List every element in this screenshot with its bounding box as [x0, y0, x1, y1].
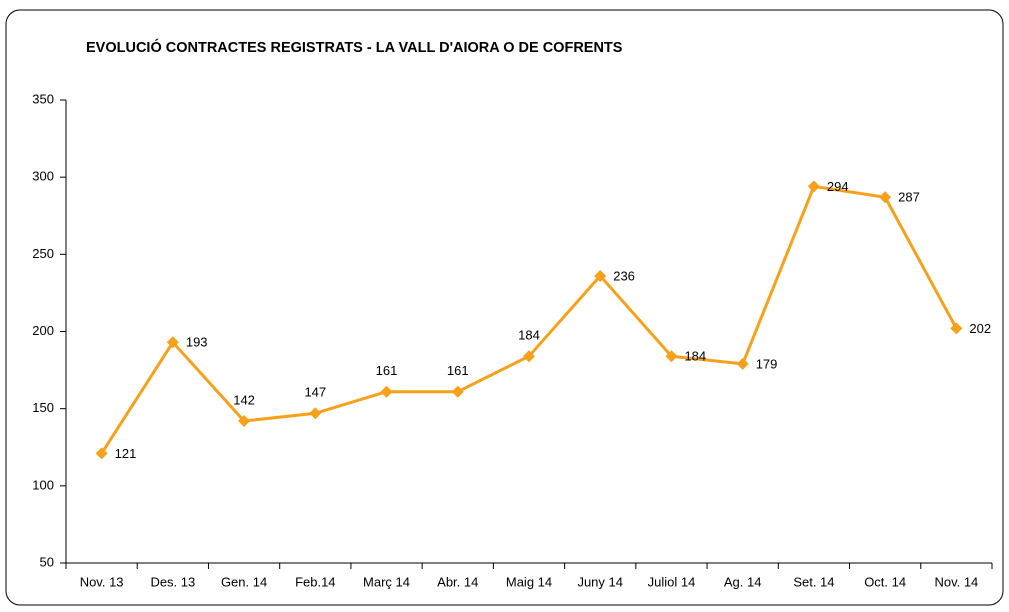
marker — [950, 322, 963, 335]
x-tick-label: Juny 14 — [577, 574, 623, 589]
x-tick-label: Maig 14 — [506, 574, 552, 589]
marker — [451, 385, 464, 398]
data-label: 202 — [969, 321, 991, 336]
y-tick-label: 50 — [40, 554, 54, 569]
marker — [665, 350, 678, 363]
data-label: 179 — [756, 356, 778, 371]
chart-frame — [5, 9, 1004, 606]
data-label: 184 — [684, 349, 706, 364]
y-tick-label: 350 — [32, 91, 54, 106]
data-label: 147 — [304, 385, 326, 400]
data-label: 121 — [115, 446, 137, 461]
data-label: 161 — [376, 363, 398, 378]
marker — [807, 180, 820, 193]
marker — [594, 269, 607, 282]
marker — [238, 415, 251, 428]
y-tick-label: 100 — [32, 477, 54, 492]
x-tick-label: Oct. 14 — [864, 574, 906, 589]
marker — [736, 357, 749, 370]
data-label: 142 — [233, 392, 255, 407]
x-tick-label: Nov. 14 — [934, 574, 978, 589]
chart-title: EVOLUCIÓ CONTRACTES REGISTRATS - LA VALL… — [86, 38, 623, 56]
x-tick-label: Des. 13 — [150, 574, 195, 589]
x-tick-label: Nov. 13 — [80, 574, 124, 589]
y-tick-label: 150 — [32, 400, 54, 415]
y-tick-label: 200 — [32, 323, 54, 338]
data-label: 184 — [518, 328, 540, 343]
x-tick-label: Gen. 14 — [221, 574, 267, 589]
x-tick-label: Abr. 14 — [437, 574, 478, 589]
marker — [309, 407, 322, 420]
marker — [166, 336, 179, 349]
x-tick-label: Juliol 14 — [648, 574, 696, 589]
data-label: 236 — [613, 268, 635, 283]
y-tick-label: 250 — [32, 246, 54, 261]
data-label: 287 — [898, 190, 920, 205]
data-label: 161 — [447, 363, 469, 378]
data-label: 193 — [186, 335, 208, 350]
x-tick-label: Març 14 — [363, 574, 410, 589]
marker — [380, 385, 393, 398]
marker — [879, 191, 892, 204]
marker — [95, 447, 108, 460]
x-tick-label: Ag. 14 — [724, 574, 762, 589]
x-tick-label: Feb.14 — [295, 574, 335, 589]
data-label: 294 — [827, 179, 849, 194]
marker — [523, 350, 535, 363]
x-tick-label: Set. 14 — [793, 574, 834, 589]
y-tick-label: 300 — [32, 169, 54, 184]
